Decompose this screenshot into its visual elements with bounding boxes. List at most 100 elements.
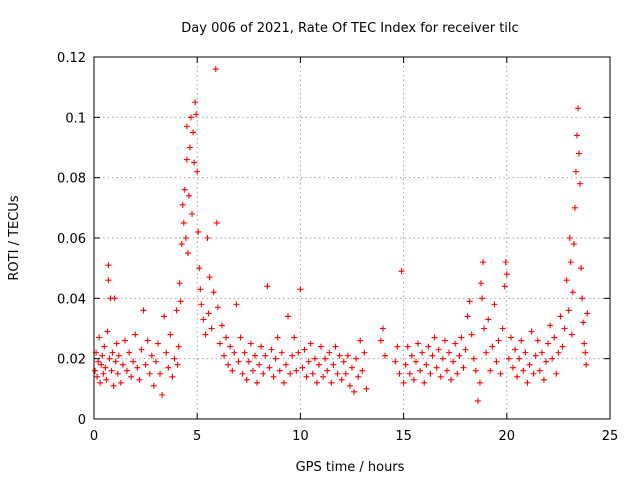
data-point	[216, 340, 223, 347]
data-point	[522, 349, 529, 356]
data-point	[576, 150, 583, 157]
data-point	[569, 289, 576, 296]
data-point	[210, 289, 217, 296]
data-point	[489, 343, 496, 350]
data-point	[433, 364, 440, 371]
data-point	[427, 370, 434, 377]
data-point	[186, 144, 193, 151]
data-point	[491, 301, 498, 308]
data-point	[154, 340, 161, 347]
data-point	[571, 204, 578, 211]
data-point	[532, 352, 539, 359]
data-point	[551, 334, 558, 341]
data-point	[563, 277, 570, 284]
x-tick-label: 20	[499, 429, 516, 444]
data-point	[196, 265, 203, 272]
data-point	[462, 346, 469, 353]
data-point	[538, 349, 545, 356]
data-point	[106, 355, 113, 362]
data-point	[583, 361, 590, 368]
data-point	[221, 352, 228, 359]
data-point	[278, 349, 285, 356]
data-point	[177, 298, 184, 305]
data-point	[561, 325, 568, 332]
data-point	[336, 352, 343, 359]
data-point	[223, 334, 230, 341]
data-point	[130, 358, 137, 365]
data-point	[249, 367, 256, 374]
data-point	[189, 210, 196, 217]
data-point	[450, 358, 457, 365]
data-point	[105, 262, 112, 269]
data-point	[452, 340, 459, 347]
data-point	[575, 105, 582, 112]
data-point	[472, 367, 479, 374]
chart-title: Day 006 of 2021, Rate Of TEC Index for r…	[181, 21, 518, 36]
data-point	[478, 280, 484, 287]
data-point	[100, 370, 107, 377]
data-point	[565, 307, 572, 314]
data-point	[439, 355, 446, 362]
data-point	[245, 358, 252, 365]
data-point	[476, 379, 483, 386]
x-tick-label: 25	[602, 429, 619, 444]
data-point	[280, 379, 287, 386]
data-point	[183, 123, 190, 130]
data-point	[188, 114, 195, 121]
data-point	[446, 349, 453, 356]
data-point	[206, 274, 213, 281]
data-point	[214, 304, 221, 311]
data-point	[92, 367, 99, 374]
data-point	[213, 219, 220, 226]
data-point	[437, 373, 444, 380]
data-point	[379, 325, 386, 332]
data-point	[104, 328, 111, 335]
data-point	[555, 349, 562, 356]
data-point	[202, 331, 209, 338]
data-point	[146, 370, 153, 377]
data-point	[264, 283, 271, 290]
data-point	[95, 358, 102, 365]
data-point	[581, 340, 588, 347]
data-point	[536, 367, 543, 374]
y-tick-label: 0.04	[57, 292, 86, 307]
data-point	[493, 358, 500, 365]
data-point	[185, 192, 192, 199]
data-point	[266, 364, 273, 371]
data-point	[429, 352, 436, 359]
data-point	[254, 379, 261, 386]
data-point	[328, 379, 335, 386]
data-point	[573, 132, 580, 139]
data-point	[113, 340, 120, 347]
data-point	[297, 286, 304, 293]
data-point	[204, 235, 211, 241]
data-point	[572, 168, 579, 175]
data-point	[501, 283, 508, 290]
data-point	[176, 280, 183, 287]
data-point	[173, 307, 180, 314]
data-point	[456, 352, 463, 359]
data-point	[167, 331, 174, 338]
data-point	[466, 298, 473, 305]
data-point	[396, 370, 403, 377]
data-point	[225, 361, 232, 368]
data-point	[110, 382, 117, 389]
data-point	[421, 379, 428, 386]
data-point	[549, 355, 556, 362]
data-point	[441, 337, 448, 344]
x-tick-label: 5	[193, 429, 201, 444]
data-point	[303, 373, 310, 380]
x-axis-label: GPS time / hours	[296, 460, 405, 475]
data-point	[309, 370, 316, 377]
data-point	[509, 364, 516, 371]
data-point	[359, 367, 366, 374]
data-point	[121, 337, 128, 344]
data-point	[392, 358, 399, 365]
data-point	[394, 343, 401, 350]
data-point	[530, 370, 537, 377]
data-point	[566, 235, 573, 241]
data-point	[181, 186, 188, 193]
y-tick-label: 0.02	[57, 353, 86, 368]
data-point	[272, 355, 279, 362]
data-point	[98, 361, 105, 368]
